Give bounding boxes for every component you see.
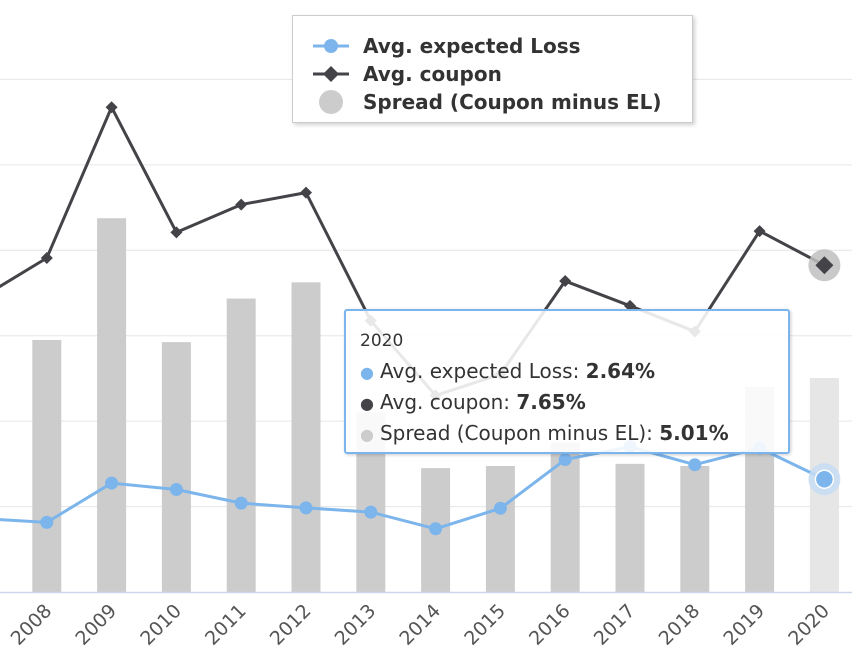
tooltip-row-value: 5.01%: [659, 421, 729, 445]
x-tick-label: 2011: [201, 600, 251, 650]
data-point: [493, 501, 507, 515]
data-point: [234, 496, 248, 510]
bar: [32, 339, 62, 592]
x-tick-label: 2010: [136, 600, 186, 650]
legend-label: Spread (Coupon minus EL): [363, 90, 662, 114]
x-tick-label: 2012: [266, 600, 316, 650]
data-point: [169, 482, 183, 496]
bar: [226, 298, 256, 592]
legend-label: Avg. coupon: [363, 62, 502, 86]
legend-item-spread[interactable]: Spread (Coupon minus EL): [309, 88, 662, 116]
series-dot-icon: ●: [360, 425, 374, 444]
legend-label: Avg. expected Loss: [363, 34, 581, 58]
data-point: [429, 522, 443, 536]
bar: [680, 465, 710, 592]
tooltip-row-coupon: ● Avg. coupon: 7.65%: [360, 390, 586, 414]
chart-legend: Avg. expected Loss Avg. coupon Spread (C…: [292, 15, 693, 123]
data-point: [170, 226, 183, 239]
series-dot-icon: ●: [360, 394, 374, 413]
bar: [97, 218, 127, 592]
data-point: [559, 275, 572, 288]
data-point: [105, 476, 119, 490]
data-point: [624, 299, 636, 312]
tooltip-header: 2020: [360, 331, 404, 351]
data-point: [364, 505, 378, 519]
line-circle-marker-icon: [309, 32, 353, 60]
data-point: [300, 186, 312, 199]
line-diamond-marker-icon: [309, 60, 353, 88]
data-point: [815, 256, 834, 275]
x-tick-label: 2015: [460, 600, 510, 650]
x-tick-label: 2013: [331, 600, 381, 650]
circle-icon: [309, 88, 353, 116]
x-tick-label: 2014: [395, 600, 445, 650]
data-point: [299, 501, 313, 515]
legend-item-coupon[interactable]: Avg. coupon: [309, 60, 502, 88]
bar: [291, 282, 321, 592]
data-point: [753, 225, 766, 238]
data-point: [105, 101, 118, 114]
series-dot-icon: ●: [360, 363, 374, 382]
data-point: [814, 469, 835, 489]
x-tick-label: 2018: [655, 600, 705, 650]
data-point: [688, 458, 702, 472]
bar: [615, 463, 645, 592]
bar: [485, 465, 515, 592]
legend-item-expected-loss[interactable]: Avg. expected Loss: [309, 32, 581, 60]
tooltip-row-label: Avg. coupon:: [379, 390, 517, 414]
tooltip-row-label: Avg. expected Loss:: [379, 359, 586, 383]
x-tick-label: 2020: [784, 600, 834, 650]
x-tick-label: 2017: [590, 600, 640, 650]
tooltip-row-value: 2.64%: [585, 359, 656, 383]
data-point: [40, 515, 54, 529]
x-tick-label: 2016: [525, 600, 575, 650]
tooltip-row-value: 7.65%: [516, 390, 586, 414]
chart-tooltip: 2020 ● Avg. expected Loss: 2.64% ● Avg. co…: [344, 309, 790, 454]
tooltip-row-expected-loss: ● Avg. expected Loss: 2.64%: [360, 359, 655, 383]
x-tick-label: 2008: [7, 600, 57, 650]
data-point: [558, 453, 572, 467]
data-point: [40, 251, 53, 264]
tooltip-row-label: Spread (Coupon minus EL):: [379, 421, 660, 445]
bar: [161, 342, 191, 592]
data-point: [235, 198, 248, 211]
x-tick-label: 2019: [719, 600, 769, 650]
x-tick-label: 2009: [71, 600, 121, 650]
series-line: [0, 445, 826, 531]
tooltip-row-spread: ● Spread (Coupon minus EL): 5.01%: [360, 421, 729, 445]
